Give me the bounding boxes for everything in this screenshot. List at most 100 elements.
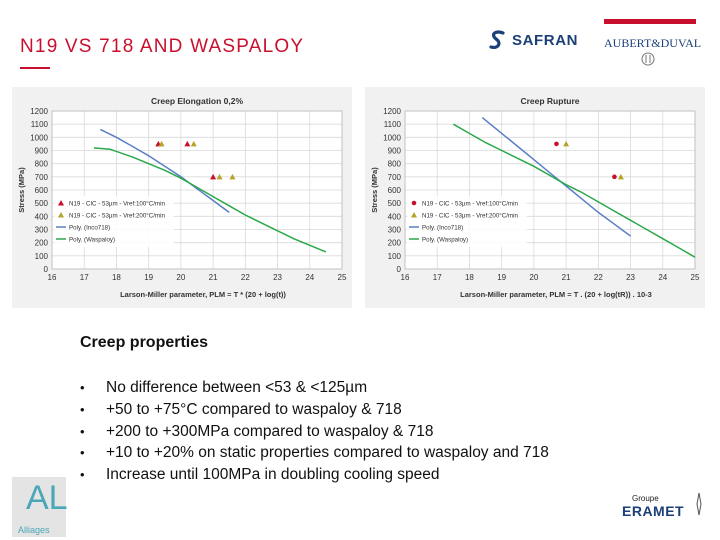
slide-title: N19 VS 718 AND WASPALOY <box>20 36 305 57</box>
legend-swatch <box>58 212 64 218</box>
legend-entry: N19 - CIC - 53µm - Vref:100°C/min <box>422 201 518 208</box>
x-tick-label: 18 <box>112 273 121 282</box>
x-tick-label: 16 <box>48 273 57 282</box>
creep-elongation-chart: 0 100 200 300 400 500 600 700 800 900 1000 1100 1200… <box>12 87 352 308</box>
legend-entry: Poly. (Inco718) <box>69 225 110 232</box>
y-axis-label: Stress (MPa) <box>370 167 379 213</box>
y-tick-label: 0 <box>397 265 402 274</box>
x-tick-label: 17 <box>80 273 89 282</box>
y-tick-label: 1200 <box>383 107 401 116</box>
data-point <box>617 173 624 180</box>
legend-box <box>54 196 174 247</box>
legend-entry: Poly. (Waspaloy) <box>69 237 115 244</box>
y-tick-label: 900 <box>35 147 49 156</box>
x-tick-label: 20 <box>529 273 538 282</box>
creep-rupture-chart: 0 100 200 300 400 500 600 700 800 900 1000 1100 1200… <box>365 87 705 308</box>
y-tick-label: 700 <box>35 173 49 182</box>
bullet-dot: • <box>80 401 85 417</box>
series-line <box>93 147 327 253</box>
legend-swatch <box>411 200 417 206</box>
eramet-emblem-icon <box>696 492 702 516</box>
chart-title: Creep Elongation 0,2% <box>151 96 244 106</box>
plot-border <box>404 110 696 270</box>
y-tick-label: 1100 <box>31 120 49 129</box>
aubert-duval-emblem-icon <box>641 52 655 66</box>
y-tick-label: 1200 <box>30 107 48 116</box>
x-tick-label: 24 <box>305 273 314 282</box>
eramet-logo: Groupe ERAMET <box>622 492 712 520</box>
eramet-groupe-label: Groupe <box>632 494 659 503</box>
x-tick-label: 20 <box>176 273 185 282</box>
x-tick-label: 16 <box>401 273 410 282</box>
y-tick-label: 300 <box>388 226 402 235</box>
safran-wordmark: SAFRAN <box>512 31 579 49</box>
x-axis-label: Larson-Miller parameter, PLM = T * (20 +… <box>120 290 286 299</box>
x-tick-label: 23 <box>273 273 282 282</box>
aubert-duval-logo: AUBERT&DUVAL <box>604 36 702 50</box>
x-tick-label: 21 <box>209 273 218 282</box>
bullet-dot: • <box>80 445 85 461</box>
y-tick-label: 200 <box>388 239 402 248</box>
x-tick-label: 17 <box>433 273 442 282</box>
y-tick-label: 100 <box>388 252 402 261</box>
y-tick-label: 300 <box>35 226 49 235</box>
legend-entry: Poly. (Inco718) <box>422 225 463 232</box>
data-point <box>563 140 570 147</box>
y-tick-label: 400 <box>35 212 49 221</box>
legend-entry: N19 - CIC - 53µm - Vref:200°C/min <box>69 213 165 220</box>
y-tick-label: 600 <box>388 186 402 195</box>
bullet-item: • +50 to +75°C compared to waspaloy & 718 <box>80 399 549 421</box>
creep-elongation-plot: 0 100 200 300 400 500 600 700 800 900 1000 1100 1200… <box>17 96 347 299</box>
data-point <box>190 140 197 147</box>
data-point <box>216 173 223 180</box>
y-axis-label: Stress (MPa) <box>17 167 26 213</box>
bullet-dot: • <box>80 380 85 395</box>
bullet-list: • No difference between <53 & <125µm • +50… <box>80 377 549 486</box>
legend-entry: N19 - CIC - 53µm - Vref:100°C/min <box>69 201 165 208</box>
y-tick-label: 1100 <box>384 120 402 129</box>
bullet-item: • +10 to +20% on static properties compar… <box>80 442 549 464</box>
creep-rupture-plot: 0 100 200 300 400 500 600 700 800 900 1000 1100 1200… <box>370 96 700 299</box>
bullet-text: +50 to +75°C compared to waspaloy & 718 <box>106 400 402 418</box>
bullet-text: +200 to +300MPa compared to waspaloy & 7… <box>106 422 434 440</box>
brand-red-bar <box>604 19 696 24</box>
alliages-wordmark: Alliages <box>18 525 50 535</box>
y-tick-label: 800 <box>388 160 402 169</box>
data-point <box>210 173 217 180</box>
alliages-mark: AL <box>26 479 68 517</box>
x-tick-label: 21 <box>562 273 571 282</box>
x-tick-label: 19 <box>144 273 153 282</box>
plot-border <box>51 110 343 270</box>
safran-swirl-icon <box>489 30 505 49</box>
x-tick-label: 25 <box>338 273 347 282</box>
data-point <box>612 174 617 180</box>
bullet-dot: • <box>80 423 85 439</box>
y-tick-label: 800 <box>35 160 49 169</box>
section-heading: Creep properties <box>80 334 209 351</box>
bullet-text: +10 to +20% on static properties compare… <box>106 444 549 462</box>
series-line <box>99 128 230 214</box>
y-tick-label: 200 <box>35 239 49 248</box>
y-tick-label: 500 <box>35 199 49 208</box>
title-underline <box>20 67 50 69</box>
y-tick-label: 900 <box>388 147 402 156</box>
safran-logo: SAFRAN <box>488 28 588 52</box>
legend-entry: Poly. (Waspaloy) <box>422 237 468 244</box>
eramet-wordmark: ERAMET <box>622 503 685 519</box>
x-tick-label: 19 <box>497 273 506 282</box>
data-point <box>184 140 191 147</box>
x-tick-label: 23 <box>626 273 635 282</box>
bullet-dot: • <box>80 467 85 483</box>
legend-swatch <box>411 212 417 218</box>
y-tick-label: 1000 <box>383 133 401 142</box>
bullet-text: Increase until 100MPa in doubling coolin… <box>106 466 440 484</box>
y-tick-label: 400 <box>388 212 402 221</box>
y-tick-label: 1000 <box>30 133 48 142</box>
bullet-item: • Increase until 100MPa in doubling cooli… <box>80 464 549 486</box>
x-tick-label: 18 <box>465 273 474 282</box>
y-tick-label: 100 <box>35 252 49 261</box>
x-tick-label: 25 <box>691 273 700 282</box>
x-tick-label: 22 <box>594 273 603 282</box>
bullet-item: • +200 to +300MPa compared to waspaloy & … <box>80 421 549 443</box>
x-tick-label: 22 <box>241 273 250 282</box>
